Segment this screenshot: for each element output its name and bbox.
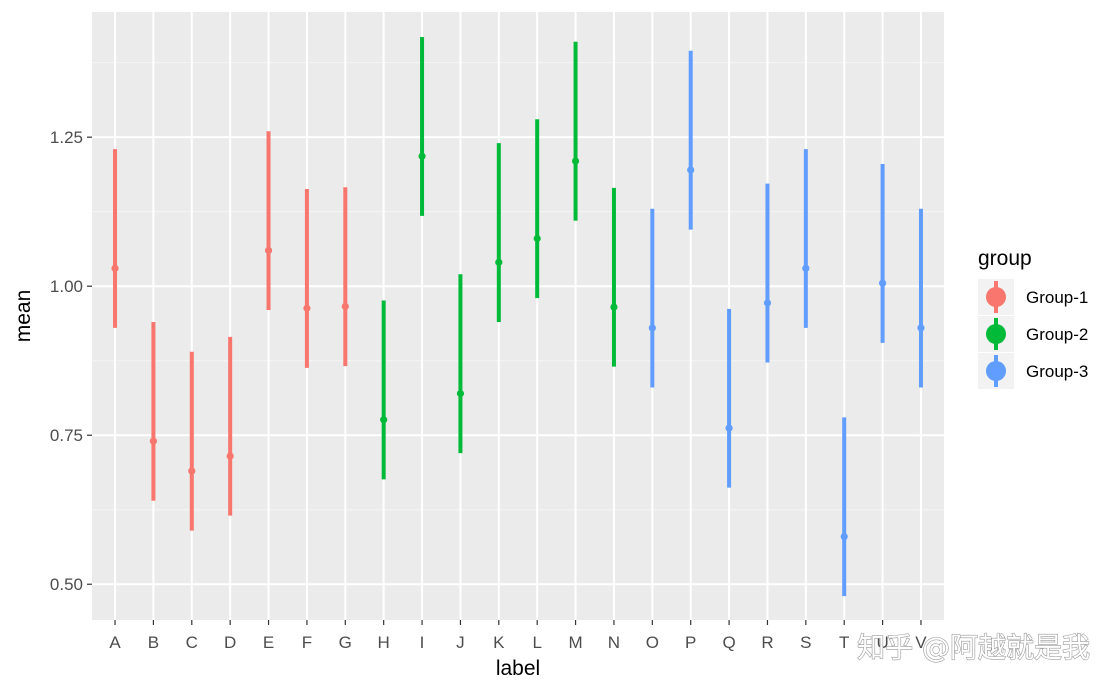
panel-background: [92, 12, 944, 620]
mean-point-g: [341, 302, 349, 311]
mean-point-a: [111, 264, 119, 272]
mean-point-s: [802, 264, 810, 272]
errorbar-series: [111, 37, 925, 597]
x-tick-label: R: [761, 633, 773, 652]
watermark-text: 知乎 @阿越就是我: [857, 631, 1090, 664]
x-tick-label: Q: [722, 633, 735, 652]
mean-point-o: [648, 324, 656, 332]
x-axis: A B C D E F G H I J K L M N O P Q R S T U V: [109, 620, 927, 652]
mean-point-u: [878, 279, 887, 287]
x-tick-label: S: [800, 633, 811, 652]
x-tick-label: D: [224, 633, 236, 652]
x-tick-label: F: [302, 633, 312, 652]
legend-label: Group-3: [1026, 362, 1088, 381]
x-tick-label: U: [876, 633, 888, 652]
mean-point-r: [763, 299, 772, 307]
legend-key-point: [986, 361, 1006, 381]
mean-point-j: [456, 389, 465, 398]
x-tick-label: B: [148, 633, 159, 652]
mean-point-f: [303, 304, 311, 312]
legend-title: group: [978, 247, 1032, 270]
mean-point-n: [610, 303, 618, 311]
mean-point-t: [840, 532, 848, 541]
legend-key-point: [986, 287, 1006, 307]
mean-point-v: [917, 324, 925, 332]
y-tick-label: 0.50: [50, 575, 83, 594]
x-tick-label: O: [646, 633, 659, 652]
x-tick-label: E: [263, 633, 274, 652]
x-axis-title: label: [496, 657, 540, 680]
x-tick-label: T: [839, 633, 849, 652]
x-tick-label: P: [685, 633, 696, 652]
legend-label: Group-2: [1026, 325, 1088, 344]
mean-point-m: [571, 157, 580, 165]
mean-point-b: [149, 437, 158, 445]
y-tick-label: 0.75: [50, 426, 83, 445]
legend-key-point: [986, 324, 1006, 344]
mean-point-e: [264, 246, 273, 255]
x-tick-label: H: [378, 633, 390, 652]
mean-point-c: [188, 467, 196, 475]
x-tick-label: M: [568, 633, 582, 652]
mean-point-q: [725, 424, 733, 432]
y-tick-label: 1.25: [50, 128, 83, 147]
x-tick-label: C: [186, 633, 198, 652]
mean-point-l: [533, 234, 541, 243]
mean-point-k: [495, 258, 503, 266]
x-tick-label: N: [608, 633, 620, 652]
y-tick-label: 1.00: [50, 277, 83, 296]
mean-point-h: [380, 416, 388, 424]
x-tick-label: K: [493, 633, 505, 652]
mean-point-d: [226, 452, 234, 460]
x-tick-label: A: [109, 633, 121, 652]
x-tick-label: L: [532, 633, 541, 652]
legend: group Group-1 Group-2 Group-3: [978, 247, 1088, 389]
mean-point-p: [687, 166, 695, 174]
x-tick-label: V: [915, 633, 927, 652]
x-tick-label: G: [339, 633, 352, 652]
x-tick-label: I: [420, 633, 425, 652]
y-axis: 0.50 0.75 1.00 1.25: [50, 128, 92, 594]
mean-point-i: [418, 152, 426, 160]
minor-gridlines: [92, 62, 944, 511]
y-axis-title: mean: [12, 290, 35, 343]
x-tick-label: J: [456, 633, 465, 652]
legend-label: Group-1: [1026, 288, 1088, 307]
